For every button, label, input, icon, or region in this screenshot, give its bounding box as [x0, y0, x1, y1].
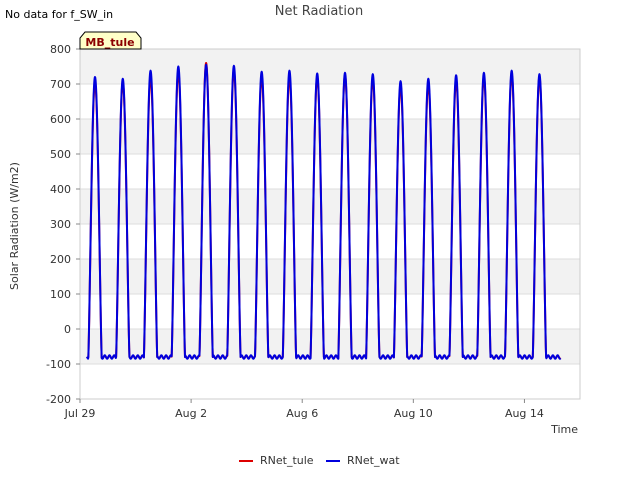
- background-band: [80, 189, 580, 224]
- y-tick-label: 300: [50, 218, 71, 231]
- y-tick-label: 600: [50, 113, 71, 126]
- x-tick-label: Aug 14: [505, 407, 544, 420]
- legend-label-rnet-tule: RNet_tule: [260, 454, 314, 467]
- background-band: [80, 259, 580, 294]
- y-axis-ticks: -200 -100 0 100 200 300 400 500 600 700 800: [46, 43, 80, 406]
- background-band: [80, 49, 580, 84]
- x-tick-label: Aug 10: [394, 407, 433, 420]
- y-tick-label: 700: [50, 78, 71, 91]
- y-tick-label: 500: [50, 148, 71, 161]
- site-badge-label: MB_tule: [85, 36, 134, 49]
- y-tick-label: 800: [50, 43, 71, 56]
- background-band: [80, 119, 580, 154]
- x-tick-label: Jul 29: [64, 407, 96, 420]
- x-axis-title: Time: [550, 423, 578, 436]
- x-tick-label: Aug 2: [175, 407, 207, 420]
- x-tick-label: Aug 6: [286, 407, 318, 420]
- legend: RNet_tule RNet_wat: [239, 454, 400, 467]
- series-layer: [86, 62, 562, 360]
- y-axis-title: Solar Radiation (W/m2): [8, 162, 21, 290]
- chart-title: Net Radiation: [275, 4, 363, 19]
- y-tick-label: 0: [64, 323, 71, 336]
- y-tick-label: -200: [46, 393, 71, 406]
- y-tick-label: -100: [46, 358, 71, 371]
- y-tick-label: 400: [50, 183, 71, 196]
- x-axis-ticks: Jul 29 Aug 2 Aug 6 Aug 10 Aug 14: [64, 399, 544, 420]
- site-badge: MB_tule: [79, 31, 142, 50]
- no-data-note: No data for f_SW_in: [5, 8, 113, 21]
- y-tick-label: 100: [50, 288, 71, 301]
- legend-label-rnet-wat: RNet_wat: [347, 454, 400, 467]
- y-tick-label: 200: [50, 253, 71, 266]
- series-line-rnet-wat: [86, 63, 562, 360]
